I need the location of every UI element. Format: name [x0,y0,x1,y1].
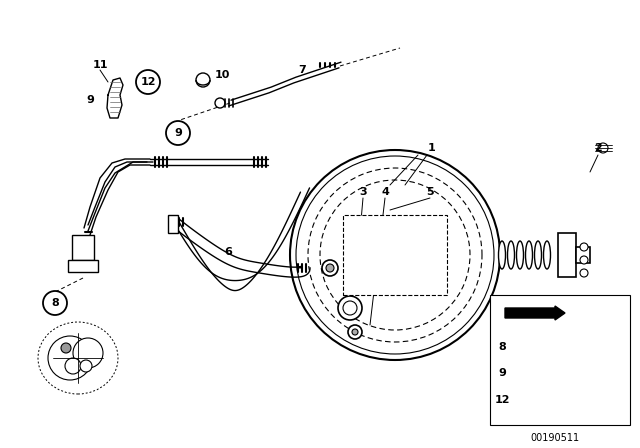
Circle shape [65,358,81,374]
Circle shape [338,296,362,320]
Ellipse shape [499,241,506,269]
Circle shape [522,367,538,383]
Text: 12: 12 [494,395,509,405]
Circle shape [43,291,67,315]
Text: 2: 2 [594,143,602,153]
Circle shape [580,256,588,264]
Circle shape [529,399,535,405]
Ellipse shape [543,241,550,269]
Text: 9: 9 [86,95,94,105]
Text: 9: 9 [498,368,506,378]
Circle shape [215,98,225,108]
FancyArrow shape [505,306,565,320]
Text: 5: 5 [426,187,434,197]
Circle shape [166,121,190,145]
Circle shape [520,337,540,357]
Bar [72,235,94,260]
Circle shape [61,343,71,353]
FancyBboxPatch shape [558,233,576,277]
Circle shape [377,263,397,283]
Bar [343,215,447,295]
Text: 11: 11 [92,60,108,70]
Circle shape [382,268,392,278]
Circle shape [524,394,540,410]
Circle shape [348,325,362,339]
Text: 6: 6 [224,247,232,257]
FancyBboxPatch shape [68,260,98,272]
Ellipse shape [516,241,524,269]
Circle shape [369,255,405,291]
Circle shape [343,301,357,315]
Text: 8: 8 [51,298,59,308]
Circle shape [296,156,494,354]
Circle shape [290,150,500,360]
Circle shape [580,243,588,251]
Text: 12: 12 [140,77,156,87]
Circle shape [352,329,358,335]
Ellipse shape [508,241,515,269]
Circle shape [196,73,210,87]
Circle shape [598,143,608,153]
Circle shape [73,338,103,368]
Text: 3: 3 [359,187,367,197]
Ellipse shape [534,241,541,269]
Circle shape [80,360,92,372]
Text: 1: 1 [428,143,436,153]
Circle shape [322,260,338,276]
Text: 7: 7 [298,65,306,75]
Text: 10: 10 [214,70,230,80]
Circle shape [326,264,334,272]
Text: 00190511: 00190511 [531,433,580,443]
Bar [168,215,178,233]
Circle shape [48,336,92,380]
Circle shape [136,70,160,94]
Bar [490,295,630,425]
Text: 9: 9 [174,128,182,138]
Circle shape [580,269,588,277]
Text: 4: 4 [381,187,389,197]
Ellipse shape [525,241,532,269]
Text: 8: 8 [498,342,506,352]
Ellipse shape [38,322,118,394]
FancyBboxPatch shape [576,247,590,263]
Circle shape [533,364,543,374]
